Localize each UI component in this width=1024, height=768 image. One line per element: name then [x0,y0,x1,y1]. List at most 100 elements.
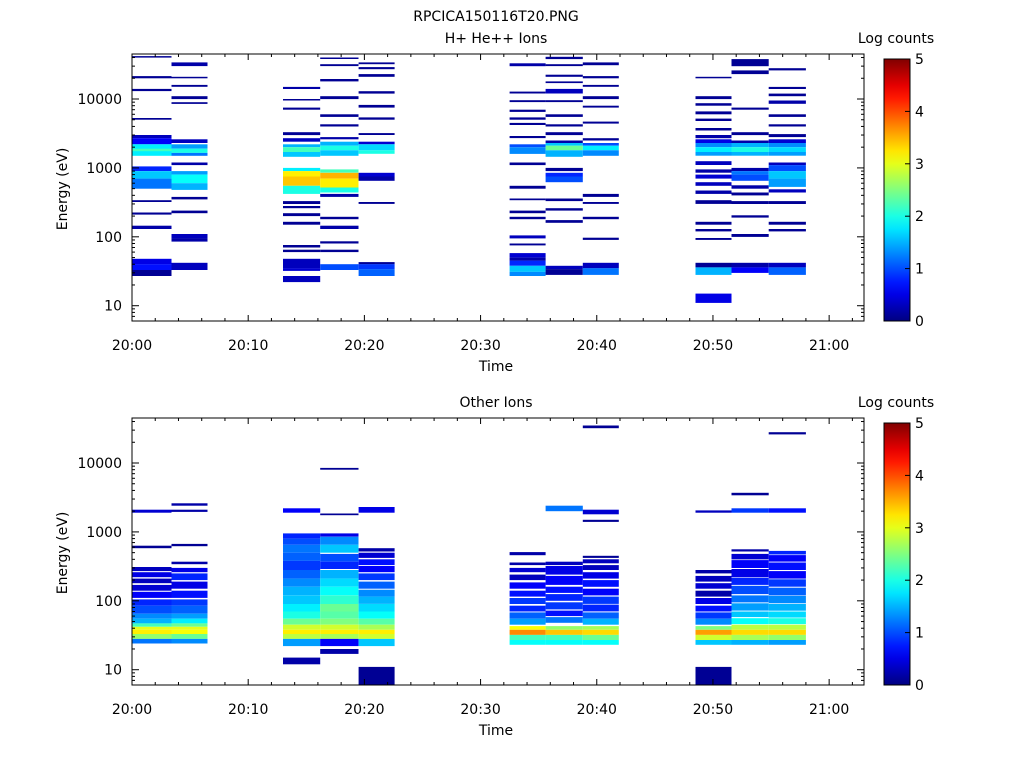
heatmap-cell [768,640,806,645]
heatmap-cell [695,238,732,240]
colorbar-tick-label: 2 [915,209,924,225]
heatmap-cell [283,552,321,561]
heatmap-cell [731,585,769,595]
heatmap-cell [545,88,583,94]
heatmap-cell [695,118,732,121]
heatmap-cell [132,76,172,79]
x-tick-label: 20:50 [693,338,733,354]
colorbar-tick-label: 1 [915,262,924,278]
heatmap-cell [509,144,546,148]
heatmap-cell [283,201,321,204]
heatmap-cell [545,610,583,617]
heatmap-cell [171,171,208,175]
heatmap-cell [731,267,769,273]
heatmap-cell [731,167,769,172]
heatmap-cell [358,104,395,108]
heatmap-cell [132,584,172,591]
heatmap-cell [283,138,321,142]
y-tick-label: 1000 [86,161,122,177]
heatmap-cell [320,595,359,604]
heatmap-cell [132,148,172,152]
y-axis-label-hplus: Energy (eV) [55,148,71,231]
heatmap-cell [283,245,321,248]
heatmap-cell [132,629,172,634]
heatmap-cell [132,135,172,139]
heatmap-cell [695,583,732,589]
heatmap-cell [509,162,546,166]
heatmap-cell [695,169,732,173]
heatmap-cell [582,62,619,66]
heatmap-cell [358,144,395,151]
heatmap-cell [509,63,546,67]
heatmap-cell [358,141,395,145]
heatmap-cell [768,618,806,625]
heatmap-cell [768,178,806,187]
heatmap-cell [582,121,619,124]
heatmap-cell [768,189,806,193]
heatmap-cell [582,612,619,619]
heatmap-cell [358,634,395,639]
heatmap-cell [582,604,619,612]
heatmap-cell [582,588,619,596]
heatmap-cell [731,560,769,568]
heatmap-cell [768,134,806,138]
plot-frame [131,417,865,686]
heatmap-cell [509,629,546,635]
heatmap-cell [358,666,395,685]
heatmap-cell [582,138,619,141]
colorbar-tick-label: 3 [915,157,924,173]
heatmap-cell [695,618,732,625]
x-tick-label: 20:40 [577,702,617,718]
heatmap-cell [768,221,806,225]
heatmap-cell [768,162,806,166]
heatmap-cell [582,262,619,269]
heatmap-cell [358,618,395,625]
heatmap-cell [132,605,172,614]
heatmap-cell [768,86,806,89]
heatmap-cell [695,174,732,179]
x-tick-label: 20:30 [460,702,500,718]
heatmap-cell [545,198,583,202]
heatmap-cell [768,611,806,618]
heatmap-cell [582,105,619,108]
heatmap-cell [582,555,619,558]
heatmap-cell [509,91,546,94]
heatmap-cell [320,578,359,587]
heatmap-cell [768,571,806,579]
heatmap-cell [695,612,732,619]
heatmap-cell [283,268,321,271]
heatmap-cell [545,167,583,172]
heatmap-cell [132,200,172,202]
heatmap-cell [582,76,619,79]
heatmap-cell [768,634,806,640]
heatmap-cell [582,84,619,87]
heatmap-cell [171,148,208,153]
heatmap-cell [509,100,546,103]
colorbar-tick-label: 4 [915,468,924,484]
heatmap-cell [731,185,769,189]
heatmap-cell [768,124,806,127]
heatmap-cell [545,74,583,77]
heatmap-cell [545,114,583,117]
x-axis-label-other: Time [478,723,513,739]
colorbar-tick-label: 5 [915,52,924,68]
heatmap-cell [582,425,619,429]
x-tick-label: 20:40 [577,338,617,354]
heatmap-cell [731,132,769,136]
heatmap-cell [358,176,395,181]
heatmap-cell [582,559,619,564]
y-tick-label: 100 [95,594,122,610]
panel-title-other: Other Ions [459,395,532,411]
heatmap-cell [320,536,359,545]
heatmap-cell [132,264,172,270]
colorbar-tick-label: 0 [915,678,924,694]
x-tick-label: 21:00 [809,338,849,354]
heatmap-cell [509,185,546,189]
heatmap-cell [283,171,321,177]
heatmap-cell [731,549,769,552]
heatmap-cells [132,425,806,685]
heatmap-cell [358,269,395,276]
heatmap-cell [132,634,172,639]
heatmap-cell [731,70,769,75]
